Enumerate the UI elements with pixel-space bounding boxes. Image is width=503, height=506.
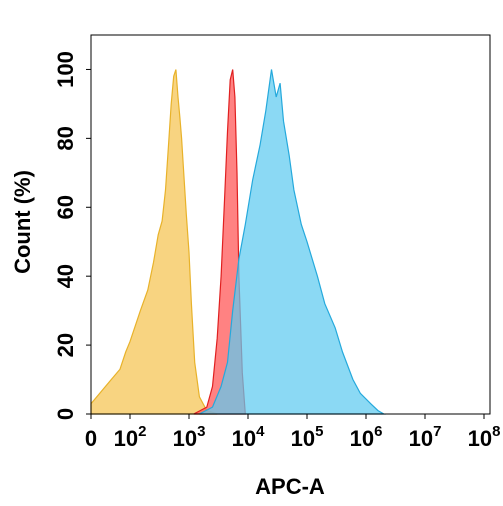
series-layer <box>90 69 387 415</box>
x-tick-label: 105 <box>291 423 324 451</box>
x-tick-label: 106 <box>350 423 383 451</box>
x-axis: 0 102 103 104 105 106 107 108 <box>85 414 501 451</box>
plot-frame <box>90 34 491 415</box>
y-tick-label: 80 <box>53 126 78 150</box>
y-tick-label: 0 <box>53 408 78 420</box>
x-tick-label: 107 <box>409 423 442 451</box>
y-tick-label: 60 <box>53 195 78 219</box>
x-tick-label: 108 <box>468 423 501 451</box>
y-axis-title: Count (%) <box>10 170 35 274</box>
x-tick-label: 103 <box>173 423 206 451</box>
series-3-area <box>199 69 387 415</box>
x-axis-title: APC-A <box>255 474 325 499</box>
series-1-area <box>90 69 218 415</box>
x-tick-label: 102 <box>114 423 147 451</box>
y-tick-label: 100 <box>53 51 78 88</box>
y-tick-label: 40 <box>53 264 78 288</box>
y-axis: 0 20 40 60 80 100 <box>53 51 91 420</box>
x-tick-label: 104 <box>232 423 265 451</box>
y-tick-label: 20 <box>53 333 78 357</box>
x-tick-label: 0 <box>85 426 97 451</box>
